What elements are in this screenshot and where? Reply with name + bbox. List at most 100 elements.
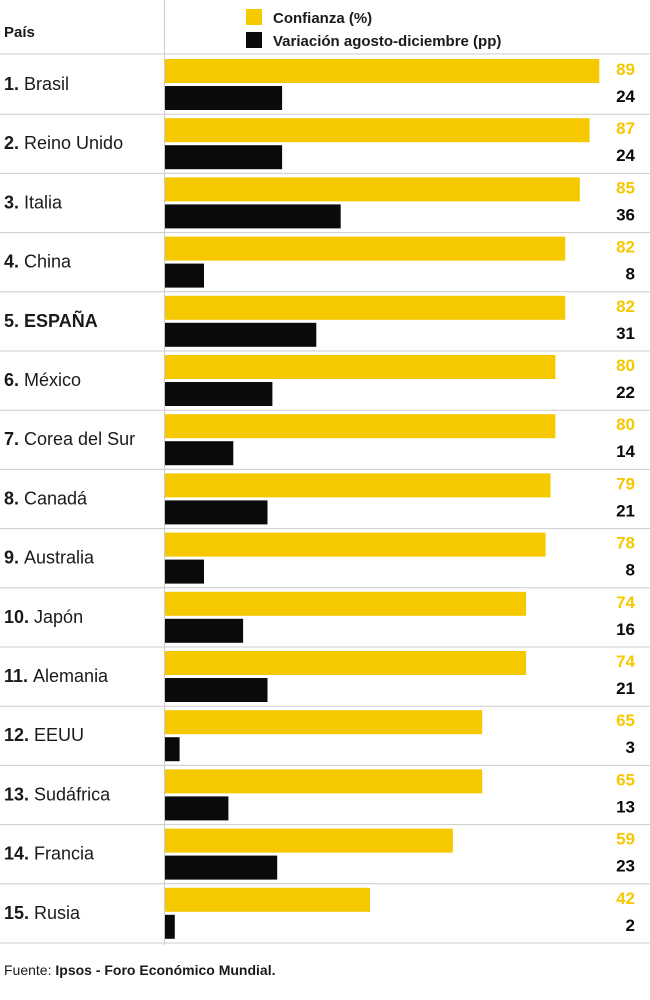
bar-confianza: [165, 355, 556, 379]
value-label-variacion: 13: [616, 797, 635, 816]
bar-confianza: [165, 118, 590, 143]
country-rank: 7.: [4, 429, 24, 449]
value-label-confianza: 65: [616, 711, 635, 730]
value-label-confianza: 89: [616, 60, 635, 79]
country-rank: 12.: [4, 725, 34, 745]
bar-confianza: [165, 769, 483, 794]
country-label: 12. EEUU: [4, 725, 84, 745]
chart-rows: 1. Brasil 89 24 2. Reino Unido 87 24 3. Italia…: [0, 59, 650, 944]
value-label-confianza: 59: [616, 830, 635, 849]
country-label: 4. China: [4, 252, 72, 272]
bar-confianza: [165, 177, 580, 202]
country-rank: 14.: [4, 844, 34, 864]
bar-variacion: [165, 855, 278, 880]
legend-swatch-confianza: [246, 9, 262, 25]
bar-variacion: [165, 145, 283, 170]
bar-variacion: [165, 500, 268, 525]
value-label-variacion: 23: [616, 857, 635, 876]
value-label-confianza: 87: [616, 119, 635, 138]
country-rank: 6.: [4, 370, 24, 390]
country-rank: 11.: [4, 666, 33, 686]
country-label: 7. Corea del Sur: [4, 429, 135, 449]
country-label: 9. Australia: [4, 548, 95, 568]
bar-confianza: [165, 473, 551, 498]
country-name: Francia: [34, 844, 95, 864]
country-label: 10. Japón: [4, 607, 83, 627]
country-name: China: [24, 252, 72, 272]
country-name: Australia: [24, 548, 95, 568]
source-prefix: Fuente:: [4, 962, 56, 978]
country-label: 11. Alemania: [4, 666, 109, 686]
country-name: Brasil: [24, 74, 69, 94]
bar-variacion: [165, 322, 317, 347]
value-label-variacion: 8: [626, 265, 635, 284]
country-label: 1. Brasil: [4, 74, 69, 94]
value-label-confianza: 74: [616, 593, 635, 612]
bar-variacion: [165, 796, 229, 821]
value-label-variacion: 8: [626, 561, 635, 580]
value-label-variacion: 31: [616, 324, 635, 343]
country-name: Alemania: [33, 666, 109, 686]
value-label-confianza: 85: [616, 178, 635, 197]
country-label: 6. México: [4, 370, 81, 390]
country-label: 2. Reino Unido: [4, 133, 123, 153]
country-name: EEUU: [34, 725, 84, 745]
bar-variacion: [165, 441, 234, 466]
legend-label-confianza: Confianza (%): [273, 10, 372, 27]
bar-confianza: [165, 236, 566, 261]
country-name: México: [24, 370, 81, 390]
value-label-variacion: 16: [616, 620, 635, 639]
bar-variacion: [165, 204, 341, 229]
source-note: Fuente: Ipsos - Foro Económico Mundial.: [4, 962, 276, 978]
bar-variacion: [165, 737, 180, 762]
country-name: Sudáfrica: [34, 784, 111, 804]
bar-confianza: [165, 710, 483, 735]
value-label-confianza: 74: [616, 652, 635, 671]
legend-swatch-variacion: [246, 32, 262, 48]
value-label-confianza: 80: [616, 415, 635, 434]
country-rank: 8.: [4, 488, 24, 508]
country-rank: 2.: [4, 133, 24, 153]
country-rank: 1.: [4, 74, 24, 94]
country-rank: 4.: [4, 252, 24, 272]
value-label-confianza: 78: [616, 534, 635, 553]
value-label-confianza: 65: [616, 770, 635, 789]
source-text: Ipsos - Foro Económico Mundial.: [55, 962, 276, 978]
country-rank: 10.: [4, 607, 34, 627]
value-label-variacion: 21: [616, 679, 635, 698]
bar-confianza: [165, 651, 527, 675]
column-header: País: [4, 24, 35, 41]
value-label-variacion: 24: [616, 87, 635, 106]
country-name: Japón: [34, 607, 83, 627]
country-label: 14. Francia: [4, 844, 95, 864]
value-label-variacion: 24: [616, 146, 635, 165]
legend-label-variacion: Variación agosto-diciembre (pp): [273, 33, 501, 50]
country-name: Rusia: [34, 903, 81, 923]
country-label: 13. Sudáfrica: [4, 784, 111, 804]
country-rank: 9.: [4, 548, 24, 568]
bar-confianza: [165, 295, 566, 320]
value-label-variacion: 3: [626, 738, 635, 757]
value-label-variacion: 36: [616, 205, 635, 224]
legend: Confianza (%) Variación agosto-diciembre…: [246, 9, 501, 50]
value-label-confianza: 79: [616, 474, 635, 493]
country-name: Reino Unido: [24, 133, 123, 153]
bar-confianza: [165, 59, 600, 83]
bar-variacion: [165, 382, 273, 406]
value-label-variacion: 14: [616, 442, 635, 461]
value-label-confianza: 80: [616, 356, 635, 375]
country-rank: 5.: [4, 311, 24, 331]
country-label: 5. ESPAÑA: [4, 310, 98, 331]
value-label-confianza: 82: [616, 238, 635, 257]
country-name: ESPAÑA: [24, 310, 98, 331]
bar-confianza: [165, 532, 546, 557]
bar-confianza: [165, 414, 556, 439]
country-rank: 15.: [4, 903, 34, 923]
country-rank: 3.: [4, 192, 24, 212]
country-label: 3. Italia: [4, 192, 63, 212]
bar-variacion: [165, 559, 204, 584]
bar-variacion: [165, 263, 204, 288]
value-label-variacion: 21: [616, 501, 635, 520]
value-label-confianza: 42: [616, 889, 635, 908]
country-name: Corea del Sur: [24, 429, 135, 449]
